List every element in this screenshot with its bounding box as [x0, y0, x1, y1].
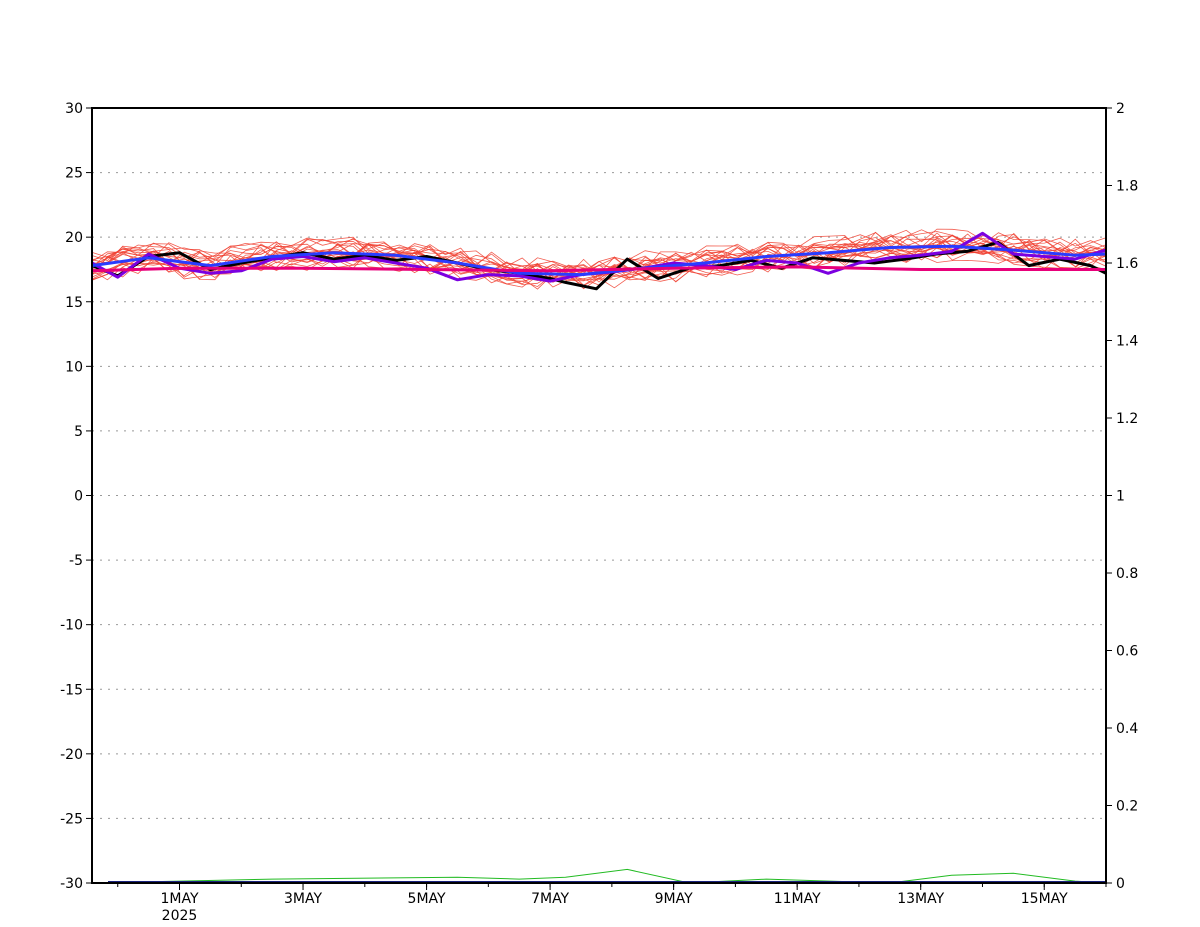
x-tick-label: 3MAY	[284, 891, 322, 907]
y-tick-label: 30	[65, 101, 83, 117]
y2-tick-label: 0.6	[1116, 644, 1138, 660]
series-line-2	[91, 244, 1107, 277]
y2-tick-label: 0.8	[1116, 566, 1138, 582]
y-tick-label: -15	[60, 682, 83, 698]
x-tick-label: 11MAY	[774, 891, 821, 907]
series-line-3	[91, 265, 1106, 273]
x-tick-label: 15MAY	[1021, 891, 1068, 907]
y-tick-label: 10	[65, 359, 83, 375]
x-tick-label: 5MAY	[408, 891, 446, 907]
left-y-axis: 30 25 20 15 10 5 0 -5 -10 -15 -20 -25 -30	[60, 101, 92, 892]
y2-tick-label: 0.4	[1116, 721, 1138, 737]
y2-tick-label: 2	[1116, 101, 1125, 117]
y-tick-label: -5	[69, 553, 83, 569]
y2-tick-label: 1.8	[1116, 179, 1138, 195]
y-tick-label: 0	[74, 489, 83, 505]
y-tick-label: 5	[74, 424, 83, 440]
y-tick-label: 25	[65, 166, 83, 182]
series-lines	[91, 231, 1107, 291]
x-tick-label: 7MAY	[531, 891, 569, 907]
y2-tick-label: 0	[1116, 876, 1125, 892]
y2-tick-label: 0.2	[1116, 799, 1138, 815]
ensemble-member-line	[91, 238, 1107, 281]
y-tick-label: -30	[60, 876, 83, 892]
x-tick-label: 9MAY	[655, 891, 693, 907]
grid-lines	[92, 172, 1106, 819]
x-tick-sublabel: 2025	[162, 908, 198, 924]
y2-tick-label: 1.4	[1116, 334, 1138, 350]
y-tick-label: -10	[60, 618, 83, 634]
y-tick-label: 20	[65, 230, 83, 246]
y-tick-label: -25	[60, 811, 83, 827]
bottom-series-line	[91, 868, 1107, 884]
y-tick-label: 15	[65, 295, 83, 311]
x-tick-label: 13MAY	[897, 891, 944, 907]
y-tick-label: -20	[60, 747, 83, 763]
y2-tick-label: 1.6	[1116, 256, 1138, 272]
right-y-axis: 2 1.8 1.6 1.4 1.2 1 0.8 0.6 0.4 0.2 0	[1106, 101, 1138, 892]
ensemble-member-line	[91, 248, 1107, 290]
ensemble-member-line	[91, 232, 1107, 277]
y2-tick-label: 1	[1116, 489, 1125, 505]
y2-tick-label: 1.2	[1116, 411, 1138, 427]
x-tick-label: 1MAY	[160, 891, 198, 907]
